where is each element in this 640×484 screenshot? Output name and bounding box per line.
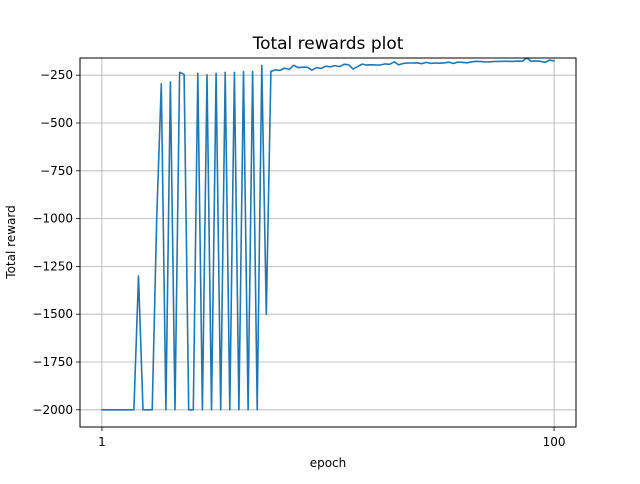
x-tick-label: 1 bbox=[98, 435, 106, 449]
y-tick-label: −250 bbox=[40, 68, 73, 82]
series-layer bbox=[101, 57, 555, 411]
y-tick-layer: −250 −500 −750 −1000 −1250 −1500 −1750 −2000 bbox=[32, 68, 80, 417]
plot-frame bbox=[79, 57, 577, 428]
y-tick-label: −750 bbox=[40, 164, 73, 178]
y-tick-label: −500 bbox=[40, 116, 73, 130]
y-tick-label: −1000 bbox=[32, 212, 73, 226]
y-tick-label: −2000 bbox=[32, 403, 73, 417]
y-axis-label: Total reward bbox=[4, 205, 18, 279]
y-tick-label: −1500 bbox=[32, 307, 73, 321]
y-tick-label: −1750 bbox=[32, 355, 73, 369]
chart-title: Total rewards plot bbox=[252, 34, 404, 54]
y-tick-label: −1250 bbox=[32, 259, 73, 273]
x-tick-label: 100 bbox=[543, 435, 566, 449]
x-axis-label: epoch bbox=[310, 456, 347, 470]
series-line bbox=[101, 57, 555, 411]
x-tick-layer: 1 100 bbox=[98, 427, 566, 449]
